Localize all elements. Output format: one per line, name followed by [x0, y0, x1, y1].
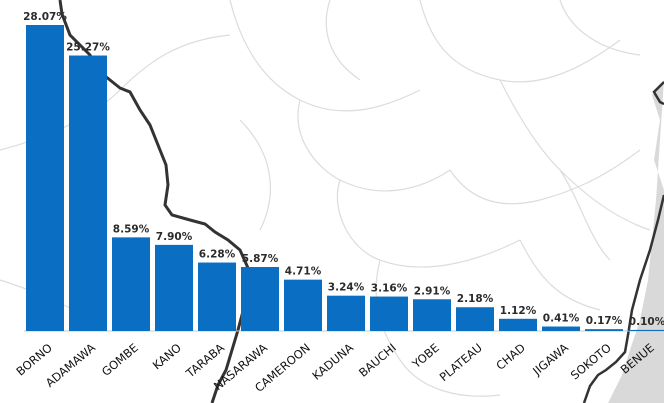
- neighbor-territory: [608, 80, 664, 403]
- value-label-chad: 1.12%: [500, 305, 537, 317]
- bar-taraba: [198, 262, 236, 331]
- bar-bauchi: [370, 296, 408, 331]
- bar-plateau: [456, 307, 494, 331]
- value-label-plateau: 2.18%: [457, 293, 494, 305]
- category-label-yobe: YOBE: [409, 341, 442, 372]
- value-label-yobe: 2.91%: [414, 285, 451, 297]
- value-label-sokoto: 0.17%: [586, 315, 623, 327]
- category-label-chad: CHAD: [493, 340, 528, 372]
- bar-jigawa: [542, 326, 580, 331]
- category-label-plateau: PLATEAU: [437, 341, 485, 385]
- value-label-borno: 28.07%: [23, 11, 67, 23]
- value-label-cameroon: 4.71%: [285, 266, 322, 278]
- bar-cameroon: [284, 279, 322, 331]
- category-label-kaduna: KADUNA: [309, 340, 356, 382]
- category-label-benue: BENUE: [618, 341, 657, 377]
- bar-chad: [499, 318, 537, 331]
- value-label-benue: 0.10%: [629, 316, 664, 328]
- value-label-kano: 7.90%: [156, 231, 193, 243]
- category-label-borno: BORNO: [13, 341, 54, 379]
- value-labels-layer: 28.07% 25.27% 8.59% 7.90% 6.28% 5.87% 4.71% 3.2…: [23, 11, 664, 328]
- map-border-line-bottom: [582, 194, 664, 403]
- value-label-adamawa: 25.27%: [66, 42, 110, 54]
- bar-sokoto: [585, 329, 623, 331]
- value-label-nasarawa: 5.87%: [242, 253, 279, 265]
- bar-gombe: [112, 237, 150, 331]
- value-label-jigawa: 0.41%: [543, 313, 580, 325]
- value-label-gombe: 8.59%: [113, 223, 150, 235]
- bars-layer: [26, 25, 664, 332]
- category-label-kano: KANO: [150, 341, 184, 373]
- value-label-taraba: 6.28%: [199, 249, 236, 261]
- value-label-kaduna: 3.24%: [328, 282, 365, 294]
- bar-borno: [26, 25, 64, 331]
- category-label-gombe: GOMBE: [99, 341, 141, 379]
- category-label-bauchi: BAUCHI: [356, 341, 399, 380]
- bar-nasarawa: [241, 267, 279, 331]
- bar-benue: [628, 329, 664, 331]
- bar-kaduna: [327, 295, 365, 331]
- bar-adamawa: [69, 55, 107, 332]
- category-label-sokoto: SOKOTO: [568, 341, 614, 383]
- map-border-line-right: [652, 81, 664, 106]
- bar-kano: [155, 244, 193, 331]
- bar-yobe: [413, 299, 451, 331]
- category-label-jigawa: JIGAWA: [529, 340, 571, 378]
- map-road-lines: [0, 0, 651, 397]
- value-label-bauchi: 3.16%: [371, 283, 408, 295]
